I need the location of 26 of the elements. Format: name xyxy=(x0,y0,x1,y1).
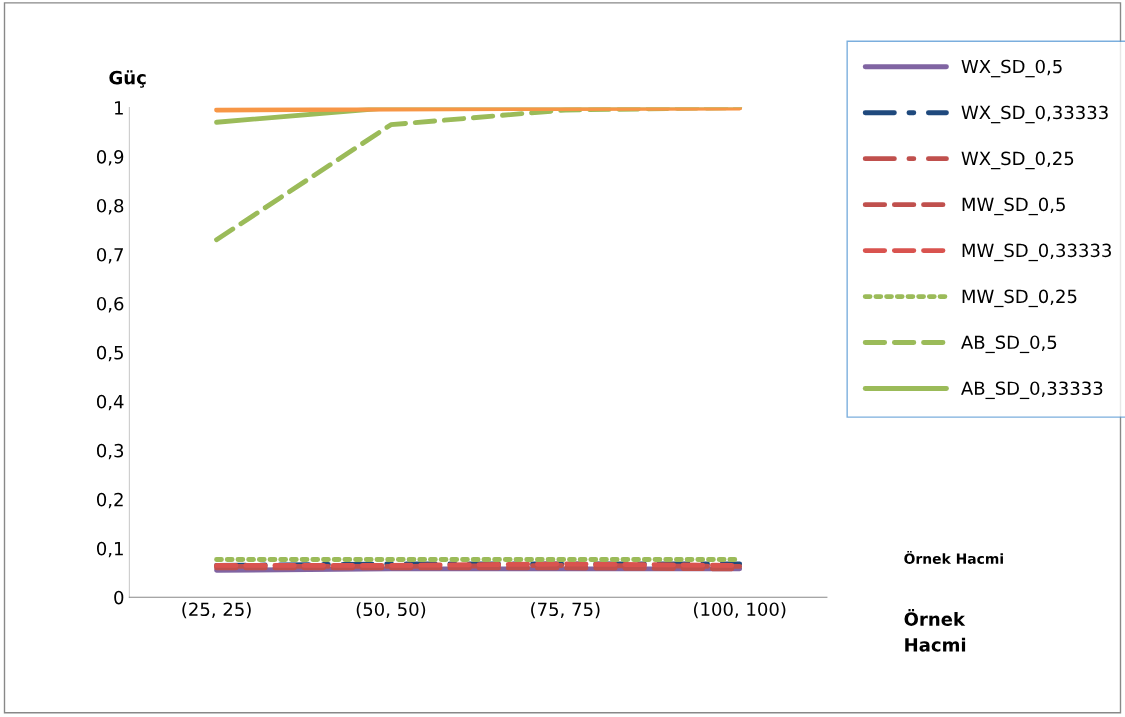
y-tick-label: 0,6 xyxy=(96,296,124,313)
y-tick-label: 0,1 xyxy=(96,541,123,558)
y-tick-label: 0 xyxy=(114,590,124,605)
legend-label: MW_SD_0,25 xyxy=(962,289,1077,308)
legend-label: WX_SD_0,25 xyxy=(961,151,1074,170)
y-tick-label: 0,4 xyxy=(96,394,124,411)
legend-label: WX_SD_0,5 xyxy=(961,59,1062,78)
x-tick-label: (25, 25) xyxy=(182,602,251,619)
y-tick-label: 1 xyxy=(115,101,123,115)
legend-label: MW_SD_0,5 xyxy=(962,197,1065,216)
x-tick-label: (100, 100) xyxy=(693,602,786,619)
x-tick-label: (50, 50) xyxy=(356,602,426,619)
text: Örnek Hacmi xyxy=(904,550,1003,564)
y-tick-label: 0,5 xyxy=(96,345,123,362)
y-tick-label: 0,8 xyxy=(96,198,124,215)
legend-label: WX_SD_0,33333 xyxy=(961,105,1108,124)
y-tick-label: 0,7 xyxy=(96,247,123,264)
y-tick-label: 0,9 xyxy=(96,149,124,166)
y-tick-label: 0,3 xyxy=(96,443,124,460)
y-axis-title: Güç xyxy=(109,70,146,88)
legend-label: AB_SD_0,5 xyxy=(961,335,1057,354)
legend-label: MW_SD_0,33333 xyxy=(962,243,1111,262)
legend-label: AB_SD_0,33333 xyxy=(961,381,1103,400)
x-axis-title: Örnek Hacmi xyxy=(904,608,966,652)
x-tick-label: (75, 75) xyxy=(531,602,600,619)
y-tick-label: 0,2 xyxy=(96,492,123,509)
